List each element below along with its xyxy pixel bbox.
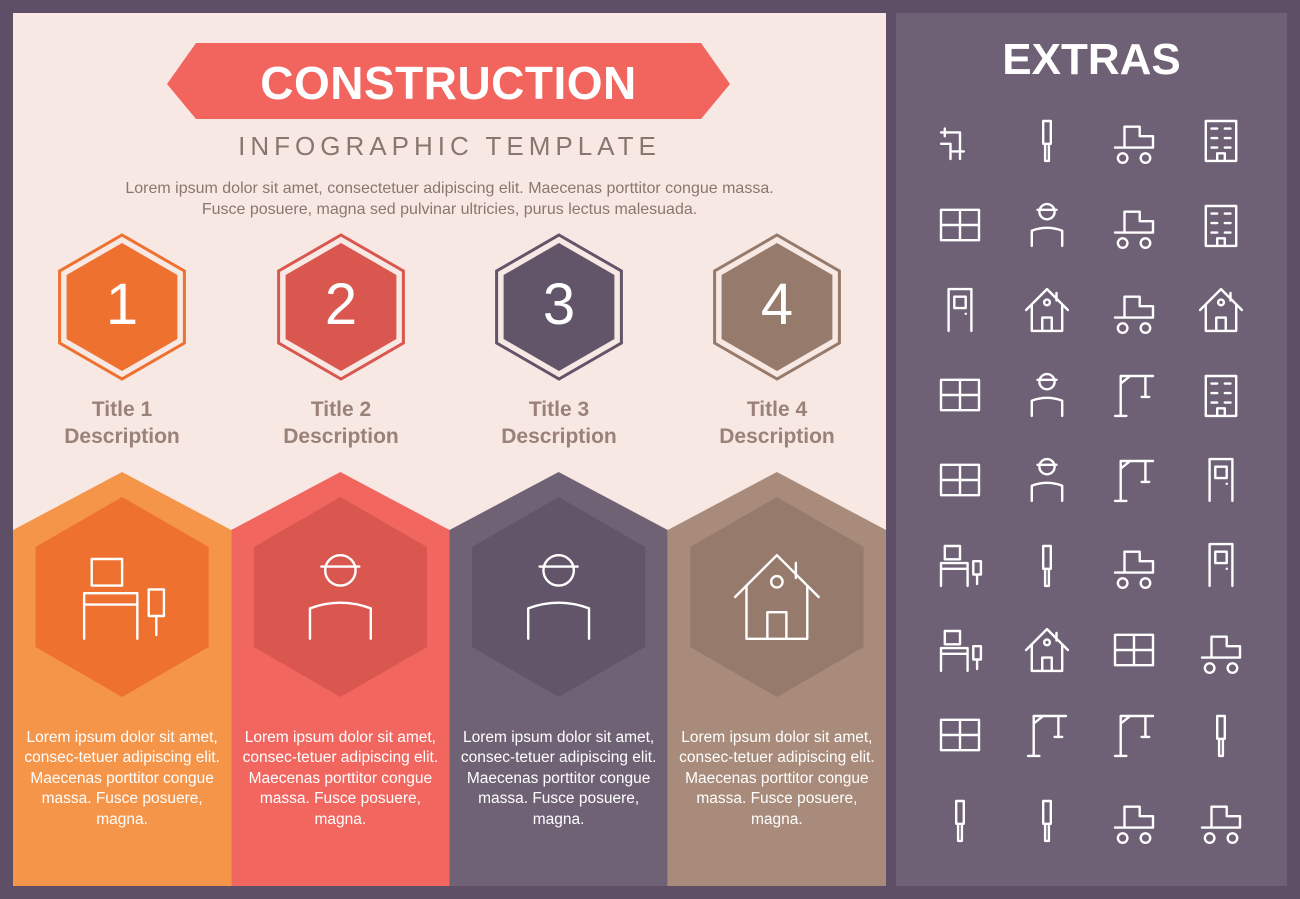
wrecking-ball-icon [1113,459,1155,503]
step-body-text: Lorem ipsum dolor sit amet, consec-tetue… [242,729,439,828]
step-description: Description [283,425,399,448]
house-design-icon [1024,287,1070,333]
kitchen-cabinets-icon [939,463,981,497]
road-roller-icon [1113,295,1155,334]
door-icon [1208,457,1234,503]
apartment-building-icon [1204,204,1238,248]
bulldozer-icon [1113,805,1155,844]
extras-icon-grid [939,119,1244,844]
number-hexagon [285,243,397,371]
house-painting-icon [1024,627,1070,673]
tower-crane-icon [1113,714,1155,758]
number-hexagon-outline [58,233,186,381]
house-icon [733,553,820,641]
step-number: 2 [324,272,358,337]
floor-plan-icon [939,208,981,242]
worker-shoveling-icon [527,554,591,641]
office-buildings-icon [1204,374,1238,418]
crawler-crane-icon [1113,374,1155,418]
step-icon-hexagon [472,497,646,697]
infographic-shapes [13,43,886,886]
step-description: Description [64,425,180,448]
number-hexagon [503,243,615,371]
step-body-text: Lorem ipsum dolor sit amet, consec-tetue… [679,729,875,828]
step-title: Title 4 [746,398,808,421]
step-title: Title 2 [310,398,372,421]
wheelbarrow-icon [1200,635,1242,674]
forklift-icon [1113,125,1155,164]
number-hexagon [721,243,833,371]
concrete-mixer-icon [1200,805,1242,844]
worker-warning-icon [308,554,372,641]
infographic-panel: CONSTRUCTION INFOGRAPHIC TEMPLATE Lorem … [13,13,886,886]
worker-warning-icon [1030,457,1064,503]
step-description: Description [719,425,835,448]
step-icon-hexagon [35,497,209,697]
step-icon-hexagon [690,497,864,697]
bathroom-icon [1208,542,1234,588]
pipe-icon [939,127,966,161]
hook-load-icon [1026,714,1068,758]
step-number: 1 [105,272,139,337]
step-body-text: Lorem ipsum dolor sit amet, consec-tetue… [460,729,657,828]
excavator-icon [1113,210,1155,249]
intro-text: Lorem ipsum dolor sit amet, consectetuer… [125,180,774,218]
office-desk-icon [939,544,983,588]
worker-helmet-icon [1030,372,1064,418]
compass-icon [1041,119,1053,163]
number-hexagon [66,243,178,371]
hammer-icon [1215,714,1227,758]
house-icon [1198,287,1244,333]
open-door-icon [947,287,973,333]
step-title: Title 3 [528,398,590,421]
step-number: 3 [542,272,576,337]
window-icon [939,378,981,412]
step-description: Description [501,425,617,448]
title-banner [167,43,730,119]
hand-saw-icon [1041,799,1053,843]
worker-shoveling-icon [1030,202,1064,248]
number-hexagon-outline [495,233,623,381]
office-desk-icon [82,557,166,641]
drill-icon [1041,544,1053,588]
step-body-text: Lorem ipsum dolor sit amet, consec-tetue… [24,729,220,828]
number-hexagon-outline [277,233,405,381]
step-icon-hexagon [253,497,427,697]
step-title: Title 1 [91,398,153,421]
page-subtitle: INFOGRAPHIC TEMPLATE [238,131,661,161]
extras-title: EXTRAS [1002,35,1181,84]
page-title: CONSTRUCTION [260,57,637,109]
paintbrush-icon [954,799,966,843]
road-barrier-icon [1113,633,1155,667]
school-building-icon [1204,119,1238,163]
crane-truck-icon [1113,550,1155,589]
blueprint-icon [939,718,981,752]
step-number: 4 [760,272,794,337]
number-hexagon-outline [713,233,841,381]
tv-stand-icon [939,629,983,673]
extras-panel: EXTRAS [896,13,1287,886]
